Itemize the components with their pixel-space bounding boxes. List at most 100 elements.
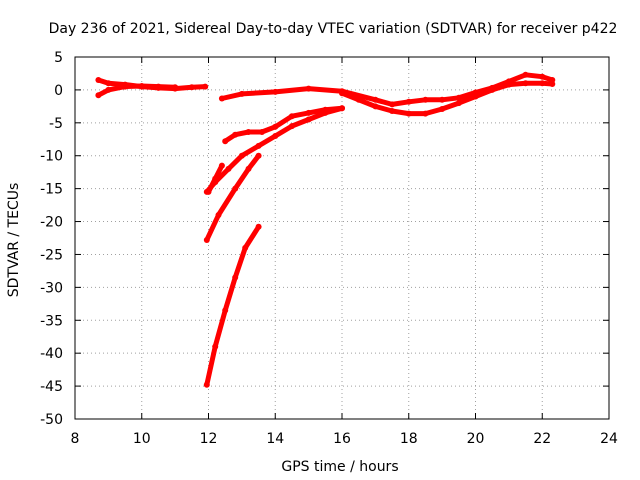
data-point [322,109,329,116]
data-point [242,244,249,251]
data-point [372,103,379,110]
x-tick-label: 10 [133,431,151,447]
data-point [272,88,279,95]
data-point [439,106,446,112]
data-series-3 [218,71,556,108]
y-tick-label: -15 [40,182,63,198]
data-point [255,152,262,159]
data-point [288,113,295,120]
series-trace [204,224,262,388]
y-tick-label: -25 [40,247,63,263]
x-tick-label: 18 [400,431,418,447]
data-point [472,93,479,100]
y-tick-label: -20 [40,215,63,231]
x-tick-label: 8 [71,431,80,447]
data-point [549,81,556,87]
data-point [245,129,252,135]
data-point [105,86,112,93]
data-point [232,131,239,138]
data-point [339,105,345,112]
data-point [218,95,225,102]
data-point [522,80,529,87]
data-point [422,110,429,117]
data-point [245,165,252,172]
x-tick-label: 14 [266,431,284,447]
data-point [439,96,446,103]
y-axis-label: SDTVAR / TECUs [6,183,22,298]
x-axis-ticks: 8 10 12 14 16 18 20 22 24 [71,57,618,447]
data-point [205,188,212,195]
y-tick-label: 0 [54,83,63,99]
data-point [522,71,529,78]
x-tick-label: 16 [333,431,351,447]
data-point [255,142,262,149]
data-point [455,100,462,107]
y-tick-label: -30 [40,280,63,296]
data-point [215,212,222,218]
x-axis-label: GPS time / hours [281,459,398,475]
data-point [255,223,262,230]
data-point [95,92,102,99]
data-point [222,307,229,314]
y-tick-label: 5 [54,50,63,66]
data-point [355,96,362,103]
data-series-9 [203,223,262,388]
data-series-4 [339,80,556,117]
x-tick-label: 24 [600,431,618,447]
data-point [539,73,546,80]
data-point [305,116,312,123]
y-axis-ticks: 5 0 -5 -10 -15 -20 -25 -30 -35 -40 -45 -50 [40,50,609,428]
data-point [405,110,412,117]
data-point [405,98,412,105]
data-series-2 [95,83,179,99]
data-point [305,109,312,116]
data-series [95,71,556,388]
x-tick-label: 20 [467,431,485,447]
data-point [272,123,279,130]
data-point [389,101,396,108]
data-point [188,84,195,91]
data-point [222,138,229,145]
data-point [232,185,239,192]
data-point [305,85,312,92]
data-point [203,381,210,388]
grid-lines [75,57,609,419]
data-point [155,83,162,90]
data-point [489,86,496,93]
data-point [238,152,245,159]
data-point [232,274,239,281]
data-point [389,108,396,114]
data-point [505,81,512,88]
y-tick-label: -45 [40,379,63,395]
y-tick-label: -5 [49,116,63,132]
data-point [172,84,179,91]
data-point [339,90,345,97]
data-point [105,80,112,87]
data-series-6 [203,105,345,195]
y-tick-label: -10 [40,149,63,165]
data-point [122,83,129,90]
data-point [272,133,279,139]
data-point [422,96,429,103]
data-point [372,96,379,103]
data-series-8 [203,152,262,243]
data-point [212,343,219,350]
data-point [258,129,265,135]
data-point [238,90,245,97]
data-point [95,77,102,83]
data-series-7 [205,162,225,195]
data-point [212,175,219,182]
data-point [218,162,225,169]
series-trace [204,105,345,195]
data-point [138,83,145,89]
chart-title: Day 236 of 2021, Sidereal Day-to-day VTE… [49,21,618,37]
y-tick-label: -40 [40,346,63,362]
data-point [203,237,210,243]
x-tick-label: 22 [533,431,551,447]
data-point [455,94,462,101]
data-point [202,83,209,90]
data-point [539,80,546,87]
data-point [225,165,232,172]
data-point [288,123,295,130]
